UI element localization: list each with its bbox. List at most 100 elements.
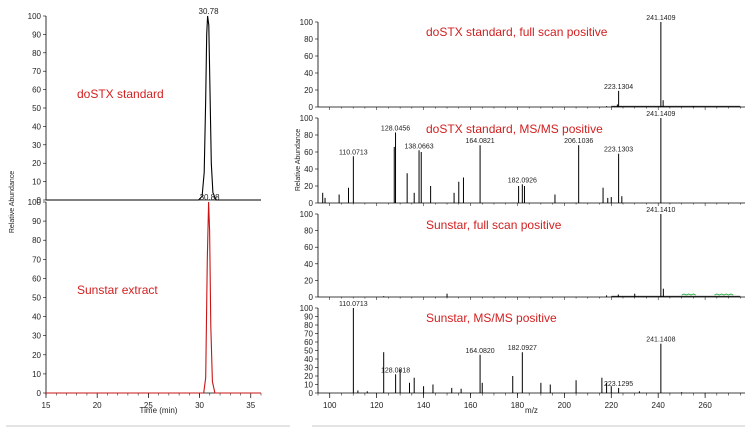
chrom-bottom-annotation: Sunstar extract bbox=[77, 283, 158, 297]
chrom-bottom-panel: 0 10 20 30 40 50 60 70 80 90 100 15 20 25 30 35 30.88 Sun… bbox=[28, 193, 262, 415]
ms-c-ytick-label: 20 bbox=[304, 276, 313, 285]
ms-c-noise-trace bbox=[714, 293, 734, 296]
ms-d-xtick-label: 180 bbox=[511, 401, 525, 410]
ms-b-ytick-label: 60 bbox=[304, 148, 313, 157]
ms-d-ytick-label: 50 bbox=[304, 347, 313, 356]
chrom-bottom-ytick-label: 10 bbox=[32, 370, 41, 379]
ms-d-xtick-label: 160 bbox=[464, 401, 478, 410]
ms-b-peak-label: 223.1303 bbox=[604, 147, 633, 154]
chrom-top-ytick-label: 10 bbox=[32, 178, 41, 187]
ms-c-title: Sunstar, full scan positive bbox=[426, 218, 562, 232]
ms-d-ytick-label: 10 bbox=[304, 381, 313, 390]
ms-d-ytick-label: 30 bbox=[304, 364, 313, 373]
chrom-bottom-ytick-label: 100 bbox=[28, 198, 42, 207]
ms-b-y-axis-title: Relative Abundance bbox=[295, 129, 302, 191]
chrom-top-ytick-label: 50 bbox=[32, 104, 41, 113]
chrom-top-ytick-label: 0 bbox=[37, 196, 42, 205]
ms-a-panel: 0 20 40 60 80 100 241.1409 223.1304 doSTX standa… bbox=[300, 15, 745, 112]
chrom-top-ytick-label: 30 bbox=[32, 141, 41, 150]
ms-a-title: doSTX standard, full scan positive bbox=[426, 25, 608, 39]
ms-d-peak-label: 110.0713 bbox=[339, 301, 368, 308]
ms-b-peak-label: 138.0663 bbox=[404, 143, 433, 150]
ms-b-top-label: 241.1409 bbox=[646, 111, 675, 118]
ms-d-xtick-label: 200 bbox=[558, 401, 572, 410]
ms-d-peak-label: 223.1295 bbox=[604, 381, 633, 388]
ms-c-ytick-label: 40 bbox=[304, 260, 313, 269]
ms-d-xtick-label: 220 bbox=[605, 401, 619, 410]
ms-c-ytick-label: 0 bbox=[309, 293, 314, 302]
chrom-top-panel: 0 10 20 30 40 50 60 70 80 90 100 30.78 doSTX standar… bbox=[28, 7, 261, 205]
ms-b-ytick-label: 20 bbox=[304, 182, 313, 191]
ms-d-ytick-label: 20 bbox=[304, 372, 313, 381]
ms-d-xtick-label: 120 bbox=[370, 401, 384, 410]
ms-d-ytick-label: 70 bbox=[304, 330, 313, 339]
ms-d-xtick-label: 240 bbox=[652, 401, 666, 410]
chrom-top-peak-label: 30.78 bbox=[199, 7, 220, 16]
ms-d-xtick-label: 100 bbox=[323, 401, 337, 410]
chrom-top-ytick-label: 20 bbox=[32, 159, 41, 168]
chrom-bottom-xtick-label: 20 bbox=[93, 401, 102, 410]
ms-d-ytick-label: 60 bbox=[304, 338, 313, 347]
chrom-bottom-xtick-label: 30 bbox=[195, 401, 204, 410]
chrom-top-annotation: doSTX standard bbox=[77, 87, 164, 101]
ms-c-panel: 0 20 40 60 80 100 241.1410 Sunstar, full scan p… bbox=[300, 207, 745, 302]
chromatogram-y-axis-title: Relative Abundance bbox=[9, 171, 16, 233]
ms-b-ytick-label: 0 bbox=[309, 199, 314, 208]
chrom-bottom-ytick-label: 50 bbox=[32, 294, 41, 303]
chrom-top-ytick-label: 90 bbox=[32, 30, 41, 39]
ms-b-ytick-label: 40 bbox=[304, 165, 313, 174]
ms-d-ytick-label: 90 bbox=[304, 313, 313, 322]
chrom-top-ytick-label: 100 bbox=[28, 12, 42, 21]
chrom-bottom-xtick-label: 35 bbox=[246, 401, 255, 410]
chrom-top-ytick-label: 60 bbox=[32, 86, 41, 95]
chrom-bottom-ytick-label: 60 bbox=[32, 274, 41, 283]
ms-a-peak-label: 241.1409 bbox=[646, 15, 675, 22]
ms-b-title: doSTX standard, MS/MS positive bbox=[426, 122, 603, 136]
ms-a-ytick-label: 60 bbox=[304, 52, 313, 61]
ms-d-peak-label: 241.1408 bbox=[646, 337, 675, 344]
chrom-bottom-ytick-label: 90 bbox=[32, 217, 41, 226]
ms-d-ytick-label: 40 bbox=[304, 355, 313, 364]
chrom-bottom-xtick-label: 15 bbox=[42, 401, 51, 410]
chrom-bottom-xtick-label: 25 bbox=[144, 401, 153, 410]
chrom-top-trace-line bbox=[46, 15, 261, 201]
ms-a-ytick-label: 80 bbox=[304, 35, 313, 44]
ms-c-ytick-label: 80 bbox=[304, 227, 313, 236]
ms-c-top-label: 241.1410 bbox=[646, 207, 675, 214]
chrom-bottom-ytick-label: 30 bbox=[32, 332, 41, 341]
ms-b-peak-label: 182.0926 bbox=[508, 177, 537, 184]
chrom-bottom-ytick-label: 0 bbox=[37, 389, 42, 398]
ms-b-peak-label: 164.0821 bbox=[465, 138, 494, 145]
ms-d-ytick-label: 100 bbox=[300, 304, 314, 313]
ms-d-title: Sunstar, MS/MS positive bbox=[426, 311, 557, 325]
chrom-bottom-trace-line bbox=[46, 201, 261, 394]
ms-c-ytick-label: 100 bbox=[300, 210, 314, 219]
chrom-top-ytick-label: 70 bbox=[32, 67, 41, 76]
ms-d-xtick-label: 140 bbox=[417, 401, 431, 410]
ms-b-ytick-label: 100 bbox=[300, 114, 314, 123]
chrom-bottom-peak-label: 30.88 bbox=[200, 193, 221, 202]
ms-b-peak-label: 206.1036 bbox=[564, 138, 593, 145]
ms-d-ytick-label: 80 bbox=[304, 321, 313, 330]
ms-a-peak-label: 223.1304 bbox=[604, 84, 633, 91]
chrom-bottom-ytick-label: 80 bbox=[32, 236, 41, 245]
chrom-bottom-x-axis-title: Time (min) bbox=[140, 406, 178, 415]
ms-d-x-axis-title: m/z bbox=[525, 406, 538, 415]
ms-a-ytick-label: 20 bbox=[304, 86, 313, 95]
ms-b-ytick-label: 80 bbox=[304, 131, 313, 140]
ms-d-ytick-label: 0 bbox=[309, 389, 314, 398]
ms-b-peak-label: 110.0713 bbox=[339, 149, 368, 156]
chrom-top-ytick-label: 40 bbox=[32, 122, 41, 131]
ms-a-ytick-label: 40 bbox=[304, 69, 313, 78]
chrom-top-ytick-label: 80 bbox=[32, 49, 41, 58]
chrom-bottom-ytick-label: 40 bbox=[32, 313, 41, 322]
ms-a-ytick-label: 100 bbox=[300, 18, 314, 27]
ms-d-peak-label: 164.0820 bbox=[465, 348, 494, 355]
ms-a-ytick-label: 0 bbox=[309, 103, 314, 112]
ms-c-noise-trace bbox=[681, 293, 696, 296]
ms-b-panel: 0 20 40 60 80 100 128.0456 110.0713 138.0663 164.… bbox=[295, 111, 745, 208]
chrom-bottom-ytick-label: 20 bbox=[32, 351, 41, 360]
